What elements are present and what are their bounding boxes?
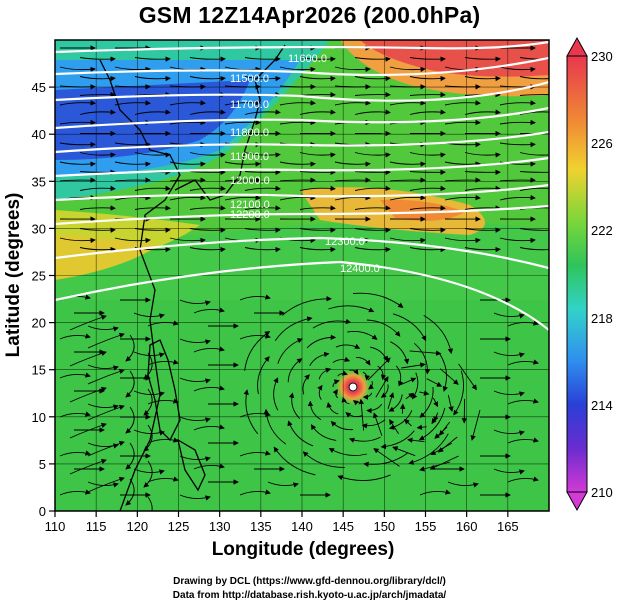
y-tick-label: 35 xyxy=(32,174,46,189)
contour-label: 11800.0 xyxy=(230,127,269,139)
contour-line xyxy=(55,156,549,178)
contour-label: 12000.0 xyxy=(230,175,270,187)
y-tick-label: 10 xyxy=(32,410,46,425)
x-tick-label: 135 xyxy=(250,519,272,534)
x-tick-label: 165 xyxy=(497,519,519,534)
colorbar-bottom-arrow xyxy=(566,491,588,512)
contour-label: 11900.0 xyxy=(230,151,269,163)
y-tick-label: 45 xyxy=(32,80,46,95)
colorbar: 230 226 222 218 214 210 xyxy=(566,36,613,512)
contour-line xyxy=(55,130,549,154)
contour-label: 11700.0 xyxy=(230,99,269,111)
x-axis-label: Longitude (degrees) xyxy=(212,539,395,560)
y-axis: 0 5 10 15 20 25 30 35 40 45 xyxy=(32,80,55,519)
contour-line xyxy=(55,80,549,102)
contour-line xyxy=(55,236,549,270)
colorbar-label: 210 xyxy=(591,485,613,500)
y-tick-label: 20 xyxy=(32,316,46,331)
x-tick-label: 115 xyxy=(86,519,107,534)
colorbar-label: 230 xyxy=(591,49,613,64)
contour-line xyxy=(55,204,549,226)
contour-line xyxy=(55,40,549,54)
contour-line xyxy=(55,106,549,130)
colorbar-label: 222 xyxy=(591,223,613,238)
contour-label: 11600.0 xyxy=(288,53,327,65)
contour-label: 12100.0 xyxy=(230,199,270,211)
y-axis-label: Latitude (degrees) xyxy=(3,193,24,358)
x-tick-label: 150 xyxy=(373,519,395,534)
contour-label: 12300.0 xyxy=(325,236,365,248)
x-tick-label: 160 xyxy=(456,519,478,534)
x-tick-label: 140 xyxy=(291,519,313,534)
contour-line xyxy=(55,56,549,77)
colorbar-label: 226 xyxy=(591,136,613,151)
colorbar-label: 218 xyxy=(591,311,613,326)
height-contours: 11600.0 11500.0 11700.0 11800.0 11900.0 12000… xyxy=(55,40,549,331)
credit-data: Data from http://database.rish.kyoto-u.a… xyxy=(172,590,447,601)
x-tick-label: 110 xyxy=(45,519,66,534)
y-tick-label: 15 xyxy=(32,363,46,378)
colorbar-label: 214 xyxy=(591,398,613,413)
y-tick-label: 0 xyxy=(39,504,46,519)
y-tick-label: 25 xyxy=(32,269,46,284)
x-axis: 110 115 120 125 130 135 140 145 150 155 160 165 xyxy=(45,511,519,534)
x-tick-label: 130 xyxy=(209,519,231,534)
contour-line xyxy=(55,183,549,202)
contour-line xyxy=(55,260,549,331)
x-tick-label: 120 xyxy=(126,519,148,534)
contour-label: 12400.0 xyxy=(340,263,380,275)
y-tick-label: 30 xyxy=(32,221,46,236)
colorbar-top-arrow xyxy=(566,36,588,57)
y-tick-label: 5 xyxy=(39,457,46,472)
contour-label: 11500.0 xyxy=(230,73,269,85)
contour-label: 12200.0 xyxy=(230,209,270,221)
credit-drawing: Drawing by DCL (https://www.gfd-dennou.o… xyxy=(173,576,446,587)
x-tick-label: 125 xyxy=(168,519,190,534)
x-tick-label: 155 xyxy=(415,519,437,534)
x-tick-label: 145 xyxy=(332,519,354,534)
y-tick-label: 40 xyxy=(32,127,46,142)
chart-title: GSM 12Z14Apr2026 (200.0hPa) xyxy=(138,2,481,28)
